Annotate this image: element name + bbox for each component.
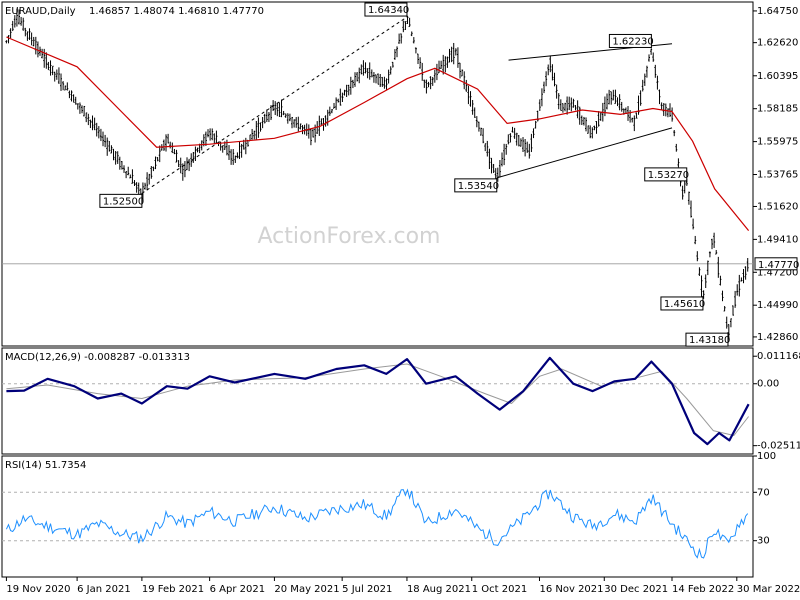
macd-tick-label: -0.025117 [757, 441, 800, 452]
price-panel-title: EURAUD,Daily [5, 6, 76, 17]
macd-tick-label: 0.00 [757, 379, 779, 390]
price-tick-label: 1.51620 [757, 201, 798, 212]
date-tick-label: 19 Nov 2020 [6, 584, 70, 595]
price-tick-label: 1.42860 [757, 332, 798, 343]
price-tick-label: 1.62620 [757, 38, 798, 49]
date-axis: 19 Nov 2020 6 Jan 2021 19 Feb 2021 6 Apr 20… [5, 577, 800, 595]
date-tick-label: 30 Dec 2021 [604, 584, 668, 595]
callout-box [454, 178, 498, 193]
price-panel-frame [1, 1, 754, 347]
price-tick-label: 1.53765 [757, 170, 798, 181]
price-level-callout: 1.62230 [608, 33, 654, 49]
rsi-panel-title: RSI(14) 51.7354 [5, 460, 86, 471]
ohlc-readout: 1.46857 1.48074 1.46810 1.47770 [89, 6, 264, 17]
macd-panel-frame [1, 347, 754, 455]
date-tick-label: 30 Mar 2022 [737, 584, 800, 595]
price-tick-label: 1.47200 [757, 267, 798, 278]
macd-main-line [6, 356, 750, 446]
macd-panel: MACD(12,26,9) -0.008287 -0.013313 0.0111… [1, 347, 800, 455]
date-tick-label: 18 Aug 2021 [407, 584, 471, 595]
price-panel: ActionForex.com EURAUD,Daily 1.46857 1.4… [1, 1, 799, 347]
price-level-callout: 1.53270 [644, 167, 689, 182]
date-tick-label: 14 Feb 2022 [672, 584, 734, 595]
price-tick-label: 1.55975 [757, 137, 798, 148]
price-level-callout: 1.52500 [99, 193, 144, 208]
macd-signal-line [6, 363, 749, 436]
date-tick-label: 20 May 2021 [274, 584, 339, 595]
date-tick-label: 5 Jul 2021 [342, 584, 392, 595]
callout-label: 1.43180 [689, 335, 730, 346]
macd-tick-label: 0.011168 [757, 351, 800, 362]
price-level-callout: 1.53540 [454, 177, 499, 193]
rsi-panel-frame [1, 455, 754, 578]
callout-box [364, 2, 408, 17]
price-tick-label: 1.64750 [757, 6, 798, 17]
trendline [141, 16, 408, 194]
date-tick-label: 6 Jan 2021 [77, 584, 131, 595]
callout-box [660, 296, 704, 311]
price-level-callout: 1.45610 [660, 295, 705, 311]
callout-label: 1.62230 [612, 36, 653, 47]
rsi-tick-label: 100 [757, 451, 776, 462]
watermark: ActionForex.com [258, 224, 441, 249]
current-price-box [754, 257, 798, 271]
macd-panel-title: MACD(12,26,9) -0.008287 -0.013313 [5, 352, 190, 363]
price-tick-label: 1.49410 [757, 234, 798, 245]
rsi-panel: RSI(14) 51.7354 100 70 30 [1, 451, 776, 578]
trendline [496, 127, 673, 179]
callout-box [99, 193, 143, 208]
date-tick-label: 16 Nov 2021 [539, 584, 603, 595]
rsi-tick-label: 70 [757, 487, 770, 498]
callout-box [685, 332, 729, 347]
rsi-line [5, 488, 749, 559]
callout-box [608, 33, 652, 48]
price-tick-label: 1.44990 [757, 300, 798, 311]
callout-label: 1.53270 [648, 170, 689, 181]
date-tick-label: 1 Oct 2021 [472, 584, 527, 595]
callout-box [644, 167, 688, 182]
callout-label: 1.52500 [103, 196, 144, 207]
rsi-tick-label: 30 [757, 536, 770, 547]
price-level-callout: 1.64340 [364, 2, 409, 18]
moving-average-line [6, 36, 750, 231]
current-price-label: 1.47770 [758, 260, 799, 271]
callout-label: 1.45610 [664, 299, 705, 310]
price-tick-label: 1.58185 [757, 104, 798, 115]
callout-label: 1.64340 [368, 5, 409, 16]
date-tick-label: 6 Apr 2021 [210, 584, 265, 595]
price-tick-label: 1.60395 [757, 71, 798, 82]
callout-label: 1.53540 [458, 181, 499, 192]
date-tick-label: 19 Feb 2021 [142, 584, 204, 595]
price-level-callout: 1.43180 [685, 332, 730, 347]
